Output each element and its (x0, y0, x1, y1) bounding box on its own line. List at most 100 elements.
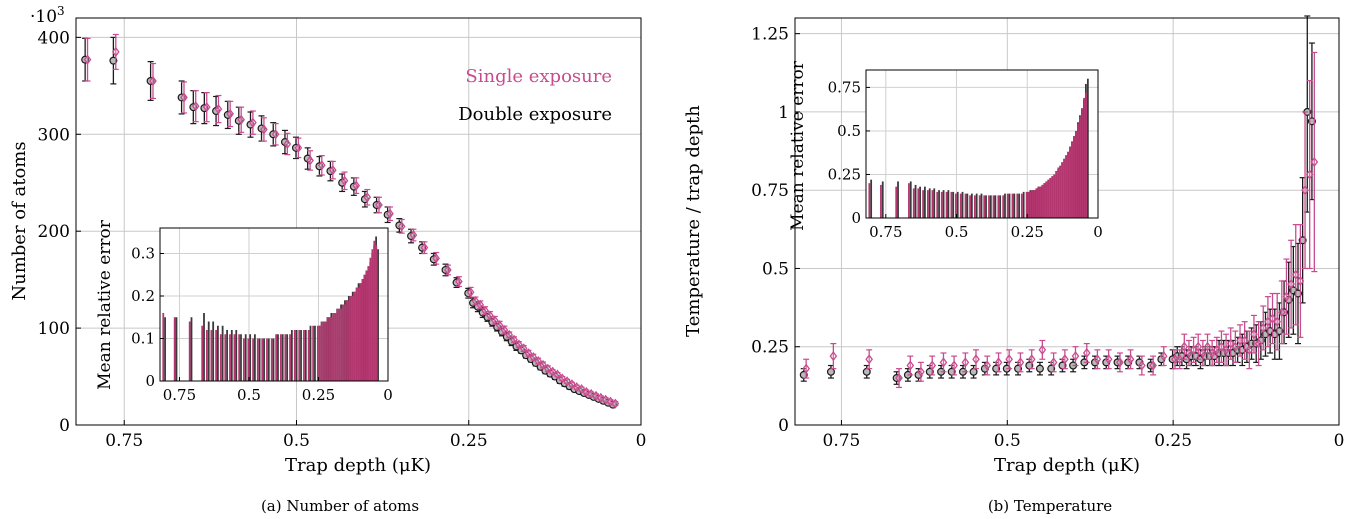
bar-double-exposure (226, 330, 228, 381)
bar-single-exposure (1067, 151, 1070, 218)
panel-a-xlabel: Trap depth (μK) (285, 455, 431, 476)
inset-y-tick-label: 0.5 (837, 122, 861, 140)
bar-single-exposure (243, 338, 245, 381)
bar-single-exposure (936, 191, 939, 218)
inset-y-tick-label: 0.2 (131, 287, 155, 305)
point-single-exposure (1305, 169, 1314, 180)
inset-x-tick-label: 0.25 (1011, 223, 1044, 241)
panel-a-marks (81, 33, 620, 409)
point-single-exposure (432, 253, 440, 264)
bar-single-exposure (357, 287, 360, 381)
point-single-exposure (149, 75, 157, 87)
bar-single-exposure (275, 334, 278, 381)
point-single-exposure (476, 299, 485, 310)
y-tick-label: 1.25 (751, 25, 789, 45)
y-tick-label: 0.5 (762, 259, 789, 279)
bar-double-exposure (240, 334, 242, 381)
bar-double-exposure (286, 334, 289, 381)
point-single-exposure (191, 101, 200, 112)
bar-single-exposure (303, 330, 305, 381)
bar-single-exposure (1047, 179, 1050, 218)
bar-double-exposure (203, 313, 205, 381)
bar-double-exposure (309, 325, 312, 381)
bar-single-exposure (1075, 130, 1078, 218)
panel-a-inset-ticks: 0.75 0.5 0.25 0 0 0.1 0.2 0.3 (131, 245, 393, 405)
bar-single-exposure (371, 249, 374, 381)
point-single-exposure (490, 315, 499, 326)
point-single-exposure (505, 329, 514, 340)
point-single-exposure (1278, 307, 1286, 318)
bar-double-exposure (1018, 193, 1021, 218)
point-single-exposure (486, 310, 494, 321)
bar-single-exposure (289, 334, 291, 381)
point-single-exposure (1264, 316, 1272, 327)
bar-double-exposure (277, 334, 279, 381)
point-single-exposure (553, 369, 562, 380)
point-single-exposure (249, 117, 257, 128)
bar-single-exposure (256, 338, 259, 381)
x-tick-label: 0.25 (1154, 431, 1192, 451)
panel-a-caption: (a) Number of atoms (261, 497, 419, 515)
point-single-exposure (1231, 341, 1240, 352)
x-tick-label: 0 (1334, 431, 1345, 451)
bar-single-exposure (1035, 188, 1038, 218)
point-single-exposure (1159, 351, 1168, 362)
bar-single-exposure (940, 191, 943, 218)
panel-a-inset: 0.75 0.5 0.25 0 0 0.1 0.2 0.3 Mean relative err… (95, 219, 393, 404)
bar-single-exposure (316, 325, 319, 381)
point-single-exposure (519, 343, 528, 354)
bar-double-exposure (207, 321, 210, 381)
bar-single-exposure (917, 188, 920, 218)
bar-single-exposure (352, 296, 354, 381)
bar-double-exposure (947, 190, 950, 218)
bar-double-exposure (230, 330, 233, 381)
point-single-exposure (455, 276, 463, 287)
bar-single-exposure (1061, 162, 1064, 218)
bar-single-exposure (927, 190, 929, 218)
bar-single-exposure (188, 321, 191, 381)
bar-double-exposure (999, 195, 1002, 218)
bar-single-exposure (338, 308, 341, 381)
bar-double-exposure (314, 325, 316, 381)
point-single-exposure (111, 46, 120, 58)
point-single-exposure (611, 398, 620, 409)
point-single-exposure (1027, 354, 1036, 365)
bar-single-exposure (298, 330, 301, 381)
legend-double-exposure: Double exposure (458, 104, 612, 125)
y-tick-label: 0 (778, 416, 789, 436)
point-single-exposure (1217, 341, 1226, 352)
bar-single-exposure (997, 195, 1000, 218)
point-single-exposure (939, 357, 948, 368)
bar-single-exposure (1039, 186, 1042, 218)
bar-single-exposure (322, 321, 325, 381)
bar-double-exposure (933, 188, 936, 218)
point-single-exposure (543, 363, 552, 374)
x-tick-label: 0.5 (283, 431, 310, 451)
point-single-exposure (1268, 313, 1277, 324)
panel-b-marks (799, 15, 1319, 389)
bar-single-exposure (973, 195, 976, 218)
bar-single-exposure (988, 195, 990, 218)
point-single-exposure (444, 264, 452, 276)
point-single-exposure (539, 359, 547, 371)
point-single-exposure (214, 104, 223, 115)
point-single-exposure (1199, 347, 1207, 359)
bar-double-exposure (938, 190, 940, 218)
bar-single-exposure (365, 270, 368, 381)
bar-single-exposure (1027, 191, 1030, 218)
point-single-exposure (865, 354, 873, 365)
point-single-exposure (572, 382, 581, 393)
point-single-exposure (271, 129, 280, 140)
bar-single-exposure (1011, 193, 1014, 218)
bar-double-exposure (970, 193, 973, 218)
bar-double-exposure (897, 181, 899, 218)
bar-single-exposure (334, 313, 337, 381)
bar-single-exposure (361, 279, 364, 381)
bar-single-exposure (340, 308, 343, 381)
bar-single-exposure (1002, 195, 1005, 218)
bar-single-exposure (1079, 117, 1082, 218)
bar-double-exposure (1013, 193, 1016, 218)
panel-b-ticks: 0.75 0.5 0.25 0 0 0.25 0.5 0.75 1 1.25 (751, 25, 1344, 451)
panel-b-inset: 0.75 0.5 0.25 0 0 0.25 0.5 0.75 Mean relative e… (788, 60, 1103, 241)
bar-single-exposure (336, 308, 339, 381)
